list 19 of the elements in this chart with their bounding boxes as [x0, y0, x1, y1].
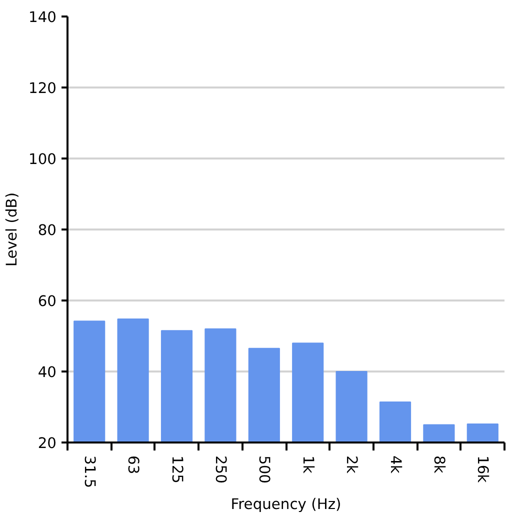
y-tick-label: 120 — [28, 80, 57, 97]
x-axis-title: Frequency (Hz) — [230, 496, 342, 514]
x-tick-label: 500 — [256, 456, 273, 484]
x-tick-label: 2k — [343, 456, 360, 474]
x-tick-label: 1k — [299, 456, 316, 474]
y-tick-label: 80 — [38, 222, 57, 239]
x-tick-label: 31.5 — [80, 456, 98, 488]
x-tick-label: 250 — [212, 456, 229, 484]
x-tick-label: 16k — [474, 456, 492, 484]
y-tick-label: 20 — [38, 435, 57, 452]
x-tick-label: 125 — [168, 456, 186, 484]
y-axis-title: Level (dB) — [4, 192, 21, 267]
y-tick-label: 100 — [28, 151, 57, 168]
x-tick-label: 4k — [386, 456, 404, 474]
y-tick-label: 40 — [38, 364, 57, 381]
x-tick-label: 8k — [430, 456, 448, 474]
y-tick-label: 140 — [28, 9, 57, 26]
x-tick-label: 63 — [124, 456, 142, 474]
y-tick-label: 60 — [38, 293, 57, 310]
